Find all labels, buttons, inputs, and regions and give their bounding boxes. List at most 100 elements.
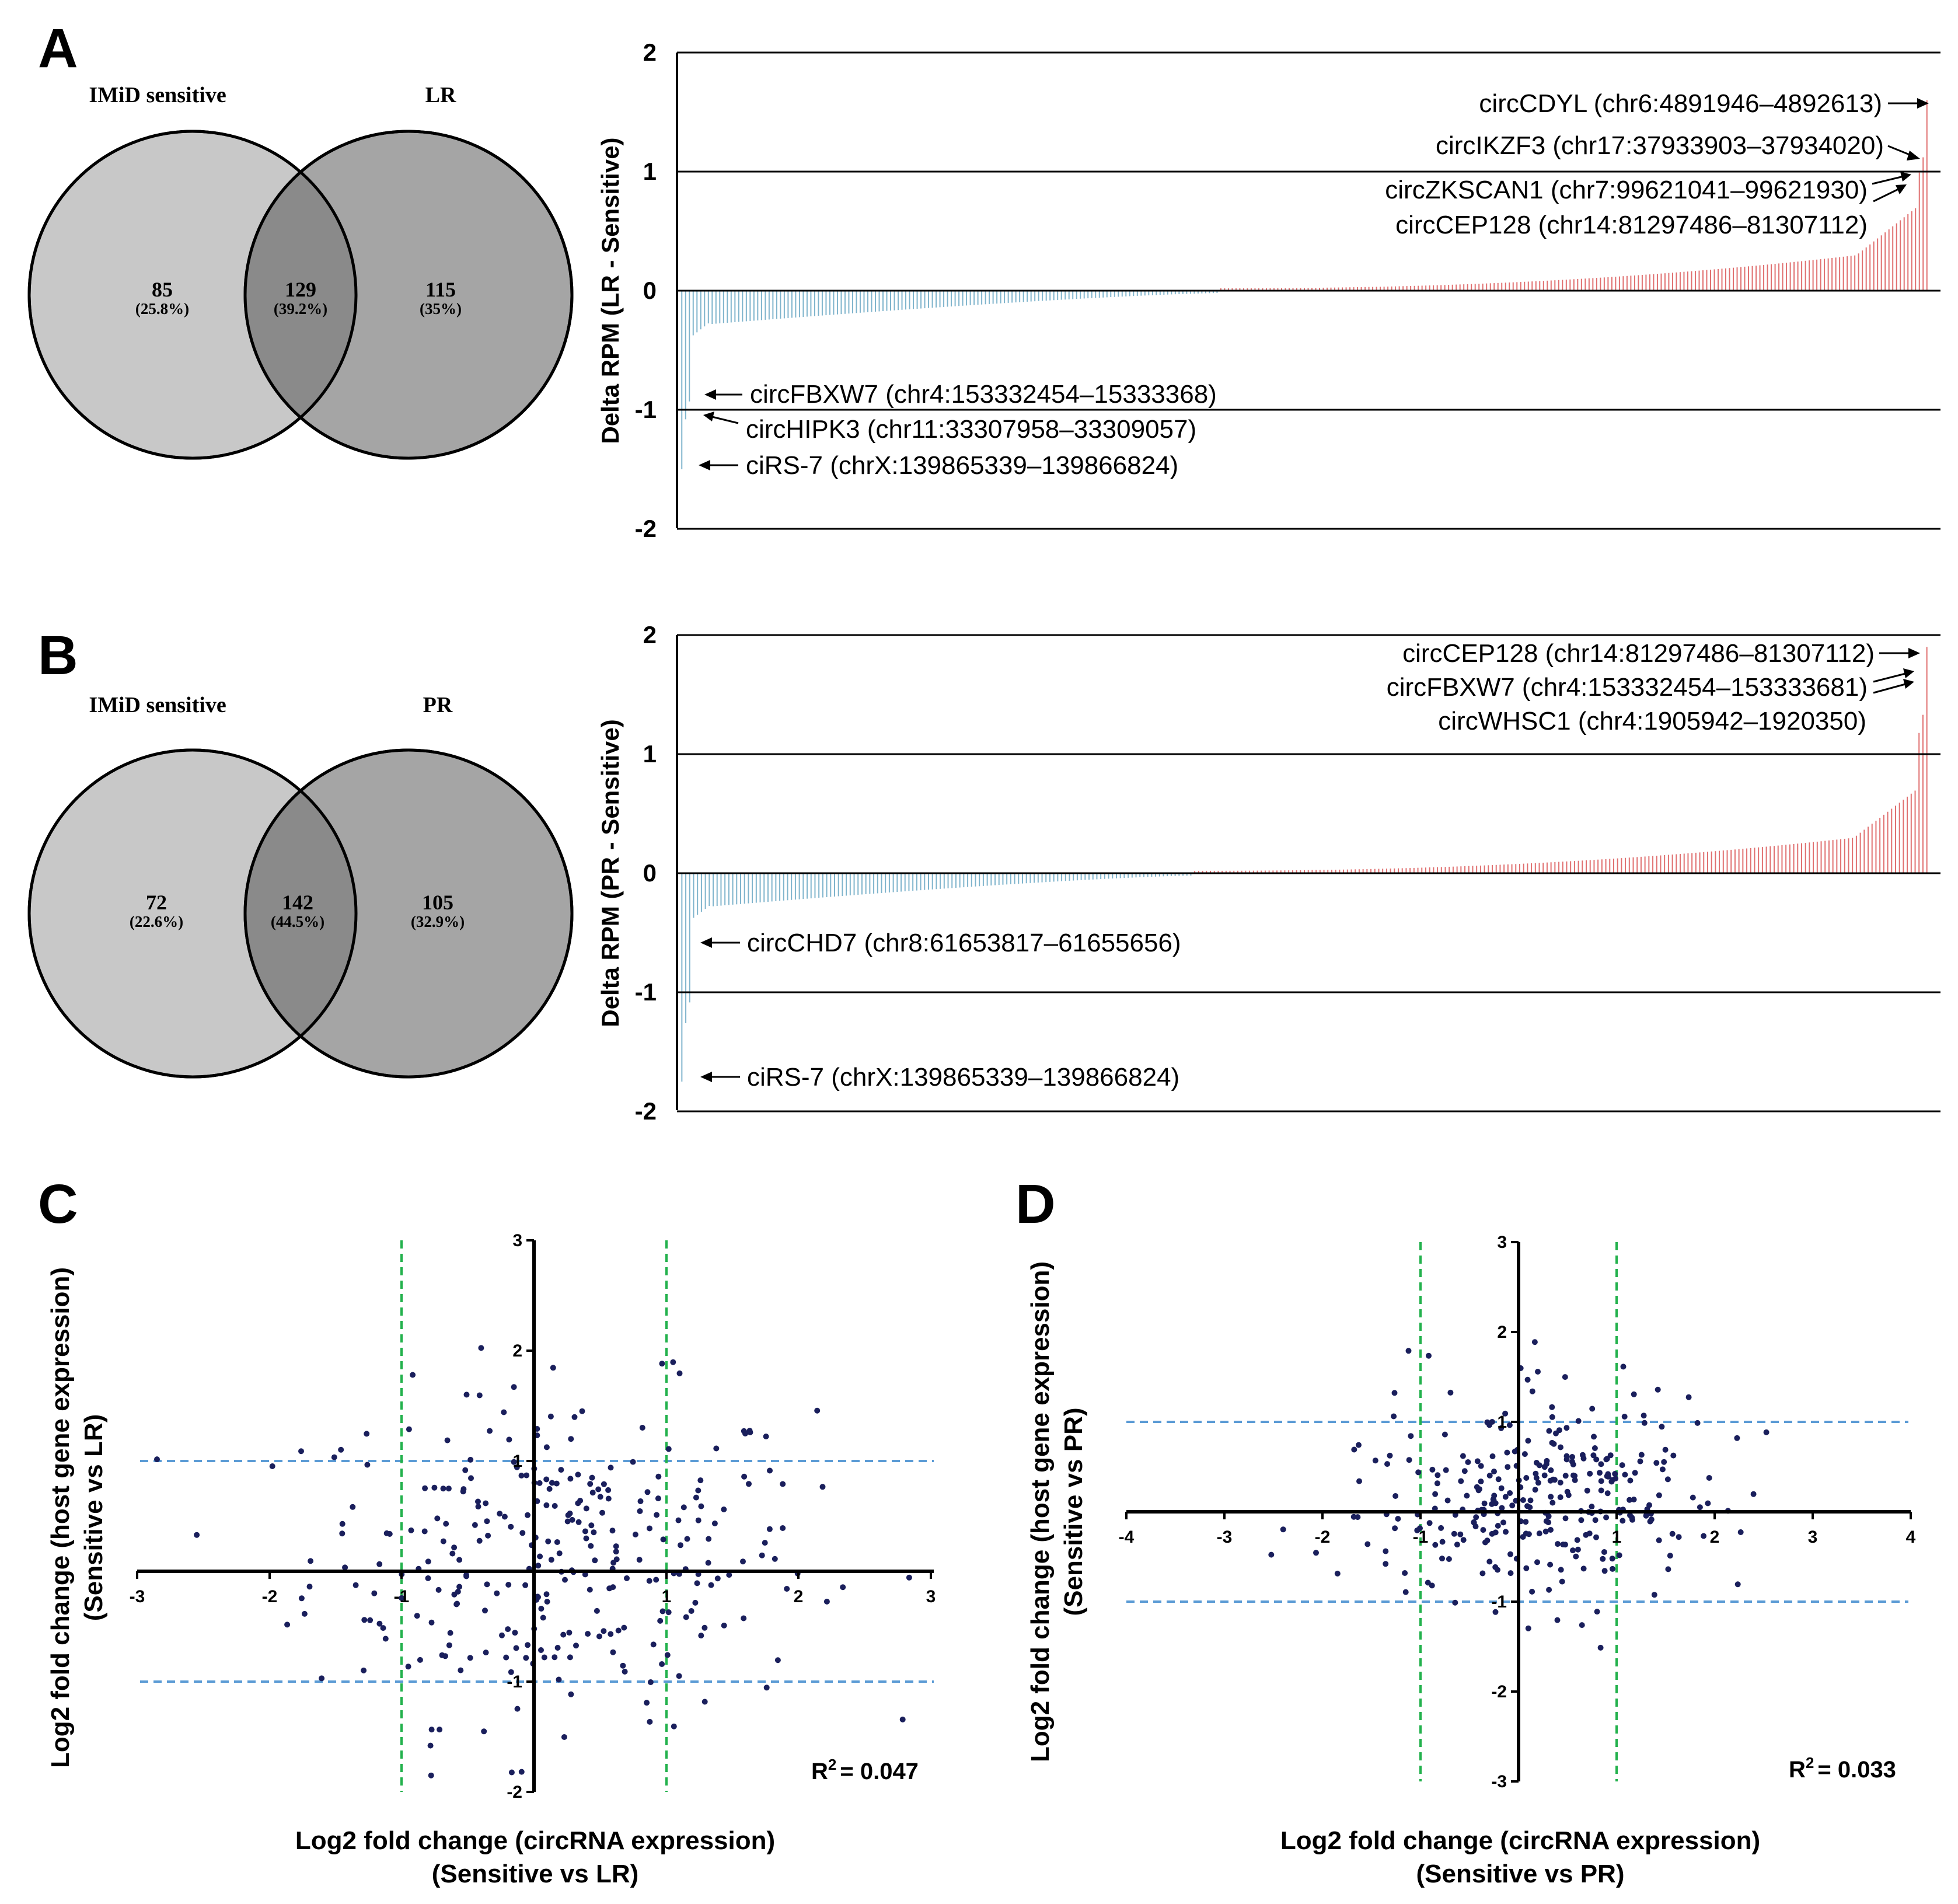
scatter-d-point [1734,1435,1740,1441]
bar-b-ytick-m2: -2 [635,1097,657,1125]
scatter-d-point [1627,1497,1633,1503]
scatter-c-point [560,1631,567,1638]
scatter-d-xlabel-line2: (Sensitive vs PR) [1416,1860,1624,1888]
scatter-c-point [442,1653,448,1659]
scatter-c-point [613,1543,619,1550]
scatter-c-point [456,1584,463,1590]
scatter-c-point [726,1572,732,1578]
scatter-d-point [1451,1530,1457,1537]
scatter-d-point [1555,1541,1561,1547]
scatter-d-point [1574,1537,1580,1543]
scatter-c-point [589,1474,595,1481]
scatter-d-point [1620,1364,1627,1370]
scatter-d-point [1392,1493,1399,1499]
scatter-c-point [639,1425,645,1431]
scatter-d-point [1597,1470,1603,1476]
scatter-c-point [653,1577,659,1583]
scatter-c-point [350,1504,356,1510]
scatter-c-point [573,1643,579,1649]
scatter-c-point [655,1495,661,1502]
scatter-d-point [1598,1478,1604,1484]
scatter-d-xtick-3: 3 [1808,1528,1818,1547]
scatter-c-point [540,1614,546,1621]
scatter-d-point [1505,1464,1511,1470]
scatter-d-point [1607,1452,1614,1459]
scatter-d-point [1627,1477,1634,1484]
bar-a-ytick-0: 0 [643,277,657,304]
scatter-c-point [541,1654,547,1661]
scatter-d-point [1549,1414,1555,1420]
scatter-c-point [597,1494,603,1500]
scatter-c-point [522,1582,529,1588]
scatter-c-point [476,1392,483,1399]
bar-a-annot-cep128: circCEP128 (chr14:81297486–81307112) [1395,211,1868,239]
scatter-c-point [547,1413,554,1420]
scatter-d-point [1507,1490,1513,1496]
bar-b-annot-whsc1: circWHSC1 (chr4:1905942–1920350) [1438,707,1866,735]
bar-b-ytick-1: 1 [643,740,657,768]
scatter-c-point [501,1514,508,1520]
scatter-d-point [1656,1492,1662,1498]
scatter-c-point [422,1485,428,1491]
scatter-d-point [1414,1527,1420,1533]
scatter-d-point [1334,1570,1341,1577]
scatter-d-point [1529,1588,1535,1595]
scatter-d-point [1543,1461,1549,1467]
scatter-d-point [1408,1433,1414,1439]
scatter-d-ylabel-line2: (Sensitive vs PR) [1059,1407,1088,1616]
venn-a-right-title: LR [425,83,456,107]
scatter-d-point [1434,1480,1440,1487]
scatter-d-point [1557,1494,1563,1501]
scatter-d-point [1605,1473,1611,1480]
scatter-d-point [1562,1515,1569,1522]
scatter-c-point [721,1622,727,1628]
scatter-d-point [1548,1527,1554,1533]
scatter-c-point [342,1564,348,1571]
bar-a-annot-hipk3: circHIPK3 (chr11:33307958–33309057) [746,415,1196,444]
scatter-d-point [1562,1542,1568,1548]
scatter-c-xtick-m1: -1 [394,1587,410,1606]
scatter-c-point [478,1345,484,1351]
scatter-d-point [1439,1556,1445,1562]
scatter-c-point [571,1414,578,1420]
scatter-d-point [1546,1428,1552,1434]
scatter-d-point [1536,1530,1542,1537]
scatter-c-point [705,1560,711,1566]
scatter-c-point [462,1467,469,1473]
scatter-d-point [1502,1410,1509,1417]
scatter-c-point [632,1532,638,1537]
venn-a-left-count: 85 [152,278,173,301]
scatter-d-point [1527,1504,1533,1511]
scatter-d-point [1637,1458,1643,1464]
scatter-c-point [676,1370,683,1376]
scatter-d-point [1589,1406,1596,1412]
scatter-d-point [1524,1376,1531,1383]
scatter-c-point [665,1446,672,1452]
scatter-c-point [567,1654,573,1661]
scatter-d-point [1439,1539,1446,1545]
scatter-d-point [1533,1475,1540,1481]
scatter-c-point [784,1586,790,1592]
scatter-d-point [1383,1561,1389,1567]
scatter-d-point [1656,1537,1662,1543]
scatter-d-point [1534,1559,1540,1565]
scatter-d-point [1621,1414,1628,1420]
scatter-c-point [425,1575,431,1581]
scatter-d-point [1452,1599,1458,1606]
scatter-d-point [1474,1458,1481,1464]
scatter-d-point [1661,1459,1667,1465]
scatter-c-point [543,1476,550,1483]
scatter-c-point [780,1525,786,1531]
scatter-c-point [564,1518,571,1525]
scatter-d-point [1583,1532,1589,1538]
scatter-d-point [1521,1451,1528,1457]
scatter-d-point [1481,1500,1488,1507]
scatter-c-point [556,1676,562,1683]
scatter-c-point [538,1647,544,1653]
scatter-d-point [1659,1466,1666,1473]
venn-a-overlap-pct: (39.2%) [274,300,327,318]
scatter-c-point [680,1504,687,1511]
scatter-d-point [1737,1529,1744,1535]
scatter-c-point [701,1624,708,1631]
scatter-d-point [1492,1609,1499,1615]
